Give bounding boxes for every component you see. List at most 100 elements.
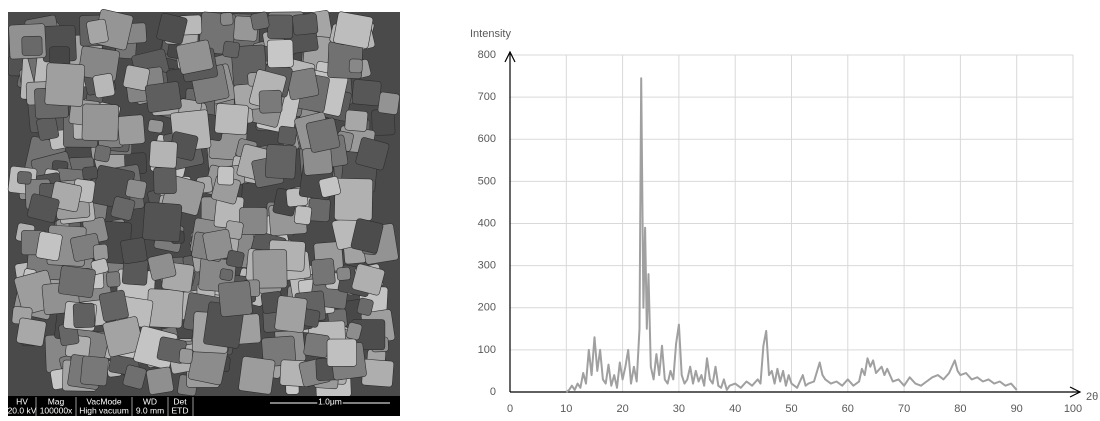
crystal [44,62,86,107]
x-tick-label: 30 [673,403,685,415]
crystal [92,73,116,99]
crystal [305,117,341,153]
crystal [226,249,245,268]
crystal [356,297,374,316]
info-value: High vacuum [79,405,129,415]
crystal [125,178,147,200]
crystal [122,364,147,390]
info-header: HV [16,396,28,406]
crystal [294,205,312,225]
crystal [72,302,96,329]
crystal [117,114,146,146]
crystal [214,103,249,136]
crystal [303,332,330,358]
crystal [175,39,214,75]
y-tick-label: 700 [478,91,496,103]
crystal [156,12,188,45]
x-axis-arrow [1069,386,1082,398]
crystal [153,166,177,195]
crystal [147,119,164,134]
y-axis-arrow [504,50,516,63]
crystal [219,268,234,281]
chart: Intensity 2θ 0 100 200 300 400 500 600 700 800 0 1… [470,28,1098,415]
crystal [217,280,253,317]
crystal [351,263,385,296]
crystal [122,64,150,91]
info-value: 100000x [40,405,73,415]
crystal [92,243,109,262]
x-tick-label: 80 [954,403,966,415]
crystal [202,229,234,262]
crystal [311,258,336,286]
crystal [217,165,235,186]
x-tick-label: 70 [898,403,910,415]
y-tick-label: 200 [478,302,496,314]
info-value: 20.0 kV [8,405,37,415]
crystal [261,335,297,367]
crystal [98,289,129,322]
y-axis-label: Intensity [470,28,511,40]
info-value: 9.0 mm [136,405,164,415]
crystal [16,317,47,347]
crystal [110,196,136,221]
crystal [336,266,351,281]
crystal [93,144,112,163]
crystal [80,355,109,387]
crystal [238,356,276,395]
crystal [250,11,270,31]
crystal [274,295,308,333]
y-tick-label: 300 [478,260,496,272]
crystal [35,231,63,262]
crystal [348,58,363,74]
info-background [8,396,400,416]
crystal [82,166,99,180]
crystal [277,125,297,146]
y-tick-label: 400 [478,217,496,229]
crystal [147,252,177,281]
info-header: Det [173,396,187,406]
info-header: WD [143,396,157,406]
crystal [266,39,294,68]
x-tick-label: 20 [616,403,628,415]
x-tick-label: 50 [785,403,797,415]
x-tick-label: 0 [507,403,513,415]
crystal [144,81,182,113]
y-tick-label: 500 [478,175,496,187]
crystal [355,137,390,171]
crystal [16,171,32,185]
crystal [142,201,183,243]
x-tick-label: 100 [1064,403,1082,415]
crystal [86,18,109,45]
crystal [178,348,194,364]
crystal [21,35,43,56]
crystal [350,218,384,254]
crystal [57,265,96,298]
info-value: ETD [172,405,189,415]
crystal [377,91,400,115]
crystal [344,109,369,132]
crystal [27,193,60,223]
sem-image [7,9,400,399]
crystal [258,89,283,114]
crystal [120,237,148,265]
y-tick-label: 0 [490,386,496,398]
x-tick-label: 40 [729,403,741,415]
x-tick-label: 10 [560,403,572,415]
crystal [292,13,319,36]
crystal [351,79,382,107]
x-axis-label: 2θ [1086,391,1098,403]
crystal [334,178,374,221]
y-tick-label: 600 [478,133,496,145]
x-tick-label: 90 [1011,403,1023,415]
crystal [264,144,297,180]
scale-label: 1.0μm [318,396,342,406]
crystal [326,338,357,367]
crystal [81,103,119,142]
info-header: Mag [48,396,65,406]
data-line [565,77,1018,393]
crystal [267,14,293,39]
crystal [333,11,374,49]
crystal [148,140,178,169]
